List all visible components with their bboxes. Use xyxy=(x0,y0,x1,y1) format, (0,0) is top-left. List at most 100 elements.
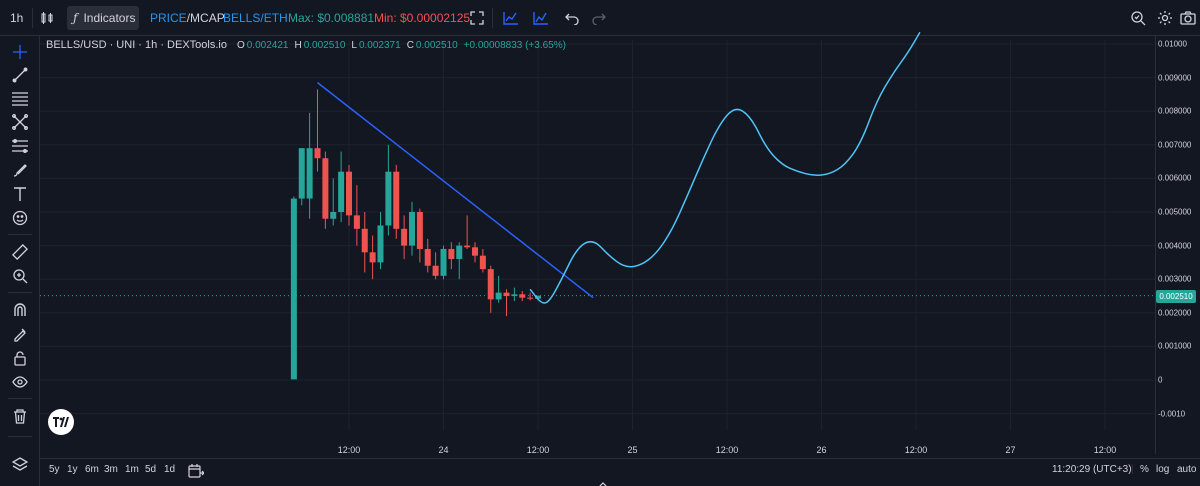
min-label: Min: $0.00002125 xyxy=(374,11,471,25)
redo-icon[interactable] xyxy=(592,0,606,36)
layers-icon[interactable] xyxy=(8,452,32,476)
interval-button[interactable]: 1h xyxy=(10,0,23,36)
candle-body xyxy=(432,265,439,276)
log-toggle[interactable]: log xyxy=(1156,464,1170,475)
candle-body xyxy=(535,295,541,299)
low-value: 0.002371 xyxy=(358,39,401,51)
emoji-icon[interactable] xyxy=(8,206,32,230)
range-button[interactable]: 5d xyxy=(145,464,157,475)
price-tick-label: 0 xyxy=(1158,375,1163,385)
trendline-tool-icon[interactable] xyxy=(8,63,32,87)
candle-body xyxy=(369,252,376,263)
pair-button[interactable]: BELLS/ETH xyxy=(223,0,288,36)
percent-toggle[interactable]: % xyxy=(1140,464,1149,475)
candlestick-series xyxy=(290,89,541,380)
candle-body xyxy=(393,171,400,229)
candle-body xyxy=(424,248,431,266)
candle-body xyxy=(440,248,447,276)
open-value: 0.002421 xyxy=(246,39,289,51)
price-tick-label: 0.009000 xyxy=(1158,73,1192,83)
drawing-toolbar xyxy=(0,36,40,486)
price-tick-label: 0.003000 xyxy=(1158,274,1192,284)
indicators-label: Indicators xyxy=(83,11,136,25)
clock-label[interactable]: 11:20:29 (UTC+3) xyxy=(1052,464,1132,475)
time-tick-label: 26 xyxy=(816,445,827,455)
ruler-icon[interactable] xyxy=(8,240,32,264)
goto-date-icon[interactable] xyxy=(188,464,205,481)
candle-body xyxy=(338,171,345,212)
fullscreen-icon[interactable] xyxy=(470,0,484,36)
max-price: Max: $0.008881 xyxy=(288,0,374,36)
range-button[interactable]: 1d xyxy=(164,464,176,475)
range-button[interactable]: 6m xyxy=(85,464,99,475)
time-tick-label: 25 xyxy=(627,445,638,455)
candle-body xyxy=(472,247,478,256)
candle-type-icon[interactable] xyxy=(40,0,54,36)
toolbar-divider xyxy=(8,436,32,437)
time-tick-label: 12:00 xyxy=(715,445,739,455)
eye-icon[interactable] xyxy=(8,370,32,394)
pair-label: BELLS/ETH xyxy=(223,11,288,25)
mcap-label[interactable]: MCAP xyxy=(190,11,225,25)
candle-body xyxy=(322,158,329,219)
price-tick-label: 0.01000 xyxy=(1158,39,1187,49)
time-axis[interactable] xyxy=(40,436,1155,458)
lock-icon[interactable] xyxy=(8,346,32,370)
time-tick-label: 24 xyxy=(438,445,449,455)
toolbar-divider xyxy=(8,292,32,293)
toolbar-divider xyxy=(8,234,32,235)
price-tick-label: 0.008000 xyxy=(1158,106,1192,116)
magnet-icon[interactable] xyxy=(8,298,32,322)
toolbar-divider xyxy=(8,398,32,399)
pattern-tool-icon[interactable] xyxy=(8,110,32,134)
price-label[interactable]: PRICE xyxy=(150,11,187,25)
price-tick-label: 0.006000 xyxy=(1158,173,1192,183)
crosshair-icon[interactable] xyxy=(8,40,32,64)
price-axis[interactable] xyxy=(1155,36,1200,454)
candle-body xyxy=(527,297,534,299)
trash-icon[interactable] xyxy=(8,404,32,428)
indicators-button[interactable]: ƒ Indicators xyxy=(67,6,139,30)
undo-icon[interactable] xyxy=(565,0,579,36)
bottom-bar xyxy=(40,458,1200,486)
toolbar-divider xyxy=(32,8,33,28)
zoom-in-icon[interactable] xyxy=(8,264,32,288)
open-key: O xyxy=(236,39,245,51)
compare-chart-icon[interactable] xyxy=(503,0,519,36)
candle-body xyxy=(503,292,510,296)
chart-legend: BELLS/USD · UNI · 1h · DEXTools.io O 0.00… xyxy=(46,38,566,52)
close-key: C xyxy=(406,39,414,51)
min-price: Min: $0.00002125 xyxy=(374,0,470,36)
text-tool-icon[interactable] xyxy=(8,182,32,206)
lock-pencil-icon[interactable] xyxy=(8,322,32,346)
chart-settings-icon[interactable] xyxy=(533,0,549,36)
price-tick-label: 0.005000 xyxy=(1158,207,1192,217)
trendline xyxy=(317,82,594,299)
high-key: H xyxy=(294,39,302,51)
gear-icon[interactable] xyxy=(1157,0,1173,36)
low-key: L xyxy=(351,39,357,51)
time-tick-label: 12:00 xyxy=(1093,445,1117,455)
quick-search-icon[interactable] xyxy=(1130,0,1146,36)
candle-body xyxy=(306,148,313,199)
tradingview-logo[interactable] xyxy=(48,409,74,435)
scroll-up-icon[interactable] xyxy=(598,478,608,486)
range-button[interactable]: 5y xyxy=(49,464,60,475)
candle-body xyxy=(511,294,518,296)
candle-body xyxy=(409,212,415,246)
candle-body xyxy=(479,255,486,270)
range-button[interactable]: 1y xyxy=(67,464,78,475)
range-button[interactable]: 3m xyxy=(104,464,118,475)
current-price-badge: 0.002510 xyxy=(1156,290,1196,303)
range-button[interactable]: 1m xyxy=(125,464,139,475)
toolbar-divider xyxy=(492,8,493,28)
auto-toggle[interactable]: auto xyxy=(1177,464,1197,475)
brush-tool-icon[interactable] xyxy=(8,158,32,182)
horizontal-lines-icon[interactable] xyxy=(8,86,32,110)
projection-tool-icon[interactable] xyxy=(8,134,32,158)
price-mcap-toggle[interactable]: PRICE / MCAP xyxy=(150,0,225,36)
candle-body xyxy=(330,212,337,219)
snapshot-icon[interactable] xyxy=(1180,0,1196,36)
candle-body xyxy=(519,294,526,298)
